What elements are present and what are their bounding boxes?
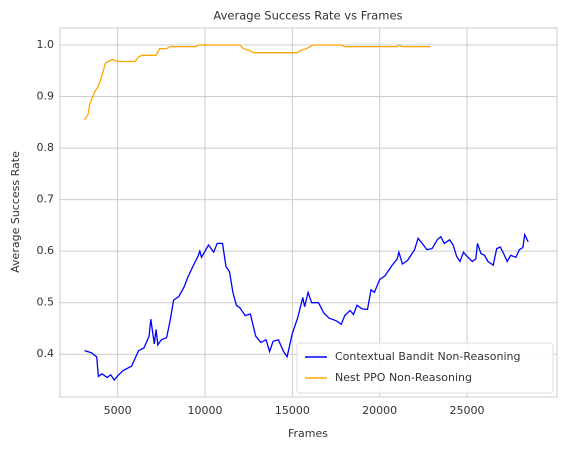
y-tick-label: 0.4: [37, 347, 55, 360]
y-tick-label: 0.6: [37, 244, 55, 257]
legend-label: Contextual Bandit Non-Reasoning: [335, 350, 520, 363]
x-axis-label: Frames: [288, 427, 328, 440]
y-tick-label: 0.8: [37, 141, 55, 154]
x-tick-label: 10000: [187, 404, 222, 417]
x-tick-label: 25000: [450, 404, 485, 417]
y-axis-label: Average Success Rate: [9, 151, 22, 273]
legend-label: Nest PPO Non-Reasoning: [335, 371, 472, 384]
chart-title: Average Success Rate vs Frames: [213, 9, 402, 23]
x-tick-label: 15000: [275, 404, 310, 417]
plot-frame: [59, 27, 558, 398]
series-line: [83, 44, 431, 121]
series-line: [84, 232, 529, 382]
x-tick-label: 5000: [104, 404, 132, 417]
y-tick-label: 0.7: [37, 193, 55, 206]
y-tick-label: 1.0: [37, 38, 55, 51]
legend-box: [296, 342, 554, 394]
y-tick-label: 0.9: [37, 90, 55, 103]
x-tick-label: 20000: [362, 404, 397, 417]
y-tick-label: 0.5: [37, 296, 55, 309]
